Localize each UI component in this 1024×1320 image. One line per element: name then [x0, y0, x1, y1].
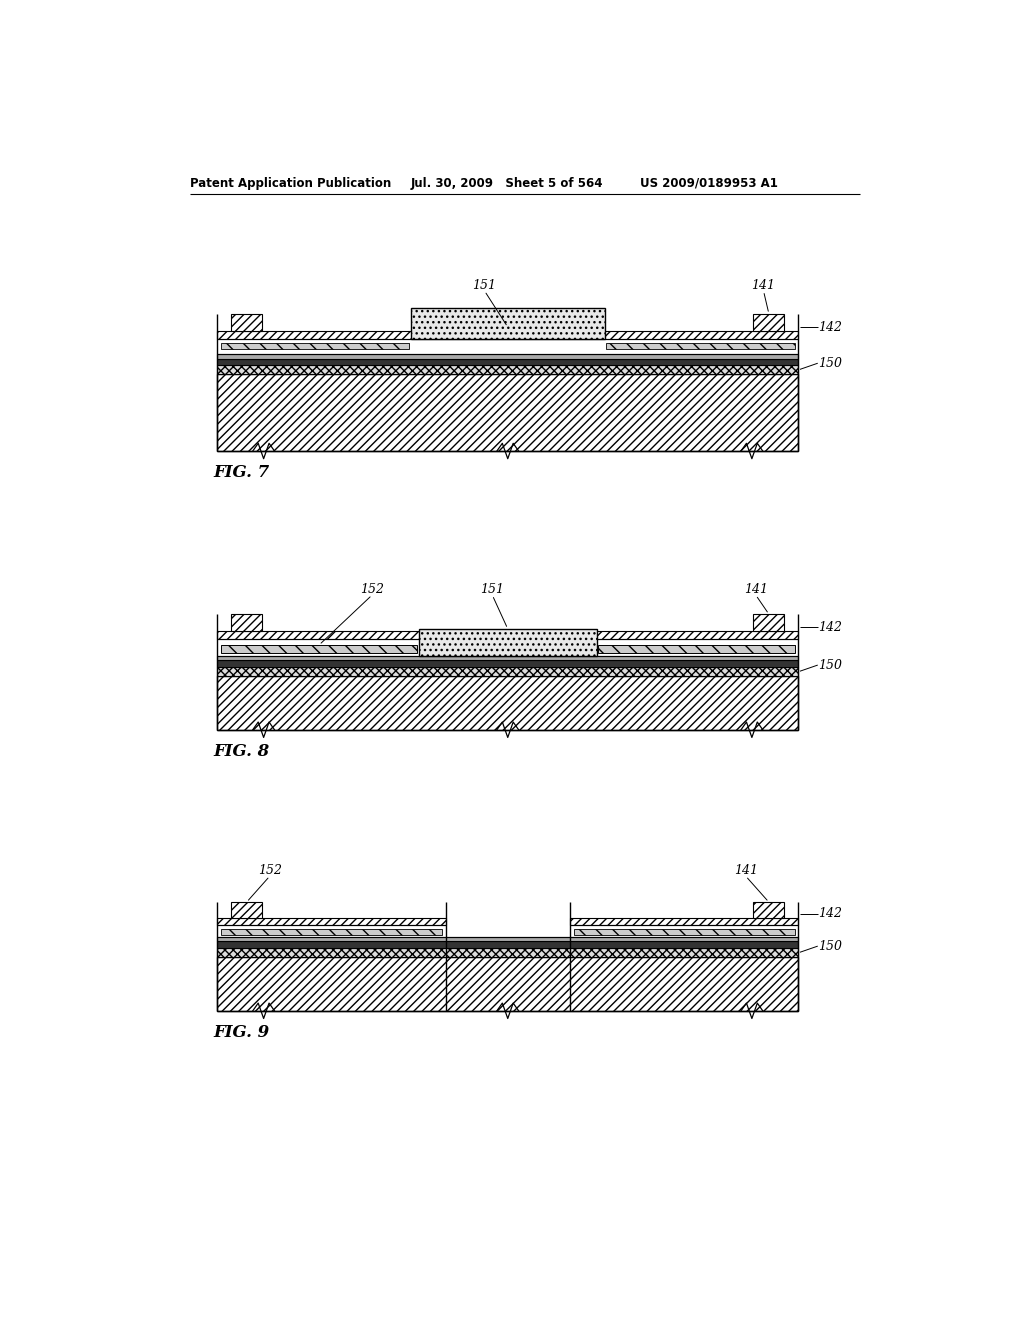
Text: 141: 141: [752, 279, 775, 292]
Bar: [606, 343, 795, 350]
Text: 152: 152: [258, 865, 282, 878]
Bar: [217, 917, 445, 925]
Text: 151: 151: [472, 279, 497, 292]
Text: FIG. 9: FIG. 9: [213, 1024, 269, 1041]
Text: FIG. 8: FIG. 8: [213, 743, 269, 760]
Bar: [569, 917, 799, 925]
Bar: [754, 903, 784, 917]
Text: 141: 141: [733, 865, 758, 878]
Text: 152: 152: [360, 583, 384, 597]
Text: 150: 150: [818, 940, 842, 953]
Bar: [573, 929, 795, 936]
Bar: [217, 660, 799, 667]
Text: 142: 142: [818, 620, 842, 634]
Bar: [217, 331, 799, 339]
Bar: [754, 614, 784, 631]
Bar: [231, 314, 262, 331]
Bar: [221, 343, 410, 350]
Text: 151: 151: [480, 583, 504, 597]
Bar: [217, 948, 799, 957]
Bar: [217, 631, 799, 639]
Text: 150: 150: [818, 356, 842, 370]
Text: 150: 150: [818, 659, 842, 672]
Bar: [217, 359, 799, 364]
Text: Jul. 30, 2009   Sheet 5 of 564: Jul. 30, 2009 Sheet 5 of 564: [411, 177, 603, 190]
Bar: [419, 628, 597, 656]
Bar: [217, 656, 799, 660]
Text: US 2009/0189953 A1: US 2009/0189953 A1: [640, 177, 777, 190]
Bar: [217, 957, 799, 1011]
Bar: [217, 374, 799, 451]
Text: 142: 142: [818, 321, 842, 334]
Text: Patent Application Publication: Patent Application Publication: [190, 177, 391, 190]
Bar: [754, 314, 784, 331]
Bar: [221, 929, 442, 936]
Bar: [217, 937, 799, 941]
Bar: [598, 645, 795, 653]
Bar: [221, 645, 417, 653]
Bar: [217, 941, 799, 948]
Bar: [231, 903, 262, 917]
Text: FIG. 7: FIG. 7: [213, 465, 269, 480]
Bar: [217, 364, 799, 374]
Bar: [231, 614, 262, 631]
Text: 142: 142: [818, 907, 842, 920]
Bar: [217, 667, 799, 676]
Bar: [217, 676, 799, 730]
Bar: [217, 354, 799, 359]
Text: 141: 141: [743, 583, 768, 597]
Bar: [411, 308, 604, 339]
